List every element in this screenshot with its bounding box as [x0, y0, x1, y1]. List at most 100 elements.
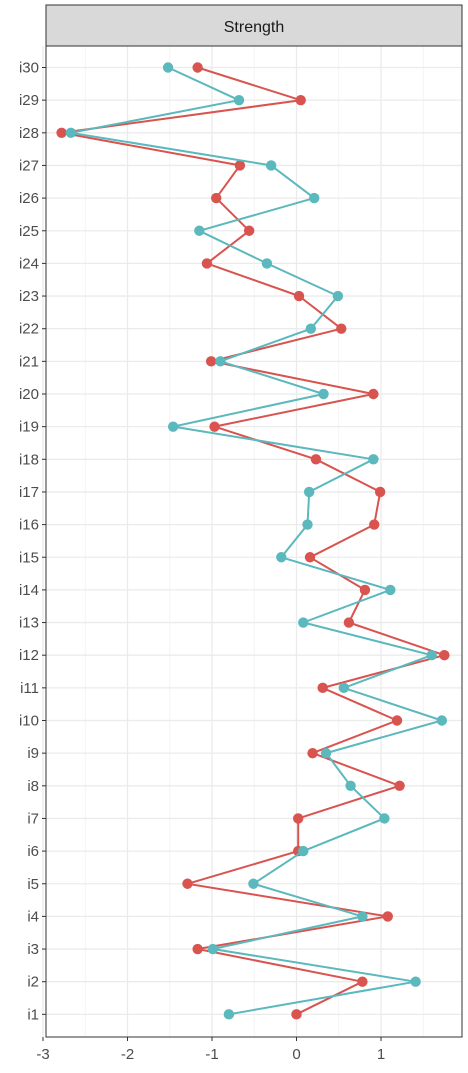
y-tick-label: i4	[27, 908, 39, 925]
data-point	[426, 650, 437, 661]
data-point	[317, 682, 328, 694]
data-point	[234, 160, 246, 171]
data-point	[192, 62, 203, 73]
data-point	[338, 682, 350, 694]
data-point	[345, 780, 356, 791]
data-point	[357, 976, 368, 987]
y-tick-label: i20	[19, 386, 39, 403]
data-point	[394, 780, 405, 791]
data-point	[305, 323, 317, 334]
data-point	[291, 1009, 302, 1020]
data-point	[207, 943, 219, 955]
data-point	[343, 617, 355, 628]
x-tick-label: 1	[377, 1046, 385, 1063]
data-point	[209, 421, 220, 432]
series-1	[56, 62, 450, 1020]
data-point	[391, 715, 403, 726]
gridlines	[42, 46, 462, 1037]
data-point	[303, 486, 315, 498]
y-tick-label: i1	[27, 1006, 39, 1023]
data-point	[243, 225, 255, 236]
series-2	[65, 62, 448, 1020]
y-tick-label: i22	[19, 321, 39, 338]
facet-strip: Strength	[45, 4, 463, 47]
data-point	[162, 62, 174, 73]
y-tick-label: i7	[27, 810, 39, 827]
facet-strip-label: Strength	[224, 19, 284, 36]
data-point	[295, 94, 306, 106]
data-point	[248, 878, 259, 889]
data-point	[192, 943, 203, 955]
data-point	[265, 160, 277, 171]
data-point	[56, 127, 67, 138]
data-point	[304, 552, 316, 563]
data-point	[293, 290, 305, 302]
y-tick-label: i5	[27, 876, 39, 893]
y-tick-label: i30	[19, 60, 39, 77]
data-point	[223, 1009, 235, 1020]
y-tick-label: i29	[19, 92, 39, 109]
y-tick-label: i26	[19, 190, 39, 207]
y-tick-label: i6	[27, 843, 39, 860]
x-tick-label: -1	[205, 1046, 218, 1063]
y-tick-label: i8	[27, 778, 39, 795]
y-tick-label: i14	[19, 582, 39, 599]
data-point	[357, 911, 368, 922]
y-tick-label: i23	[19, 288, 39, 305]
x-tick-label: -3	[36, 1046, 49, 1063]
data-point	[292, 813, 304, 824]
data-point	[439, 650, 450, 661]
data-point	[369, 519, 380, 530]
y-tick-label: i11	[20, 680, 39, 697]
data-point	[205, 356, 217, 367]
data-point	[382, 911, 393, 922]
axes: i1 i2 i3 i4 i5 i6 i7 i8 i9 i10 i11 i12 i13 i14 i15 i16 i…	[19, 45, 463, 1063]
data-point	[211, 192, 222, 204]
y-tick-label: i28	[19, 125, 39, 142]
data-point	[336, 323, 347, 334]
data-point	[359, 584, 371, 596]
y-tick-label: i19	[19, 419, 39, 436]
data-point	[332, 290, 344, 302]
data-point	[368, 454, 379, 465]
y-tick-label: i12	[19, 647, 39, 664]
y-tick-label: i9	[27, 745, 39, 762]
data-point	[298, 617, 309, 628]
y-tick-label: i24	[19, 255, 39, 272]
data-point	[368, 388, 379, 400]
data-point	[385, 584, 396, 596]
data-point	[65, 127, 77, 138]
y-tick-label: i13	[19, 615, 39, 632]
y-tick-label: i21	[19, 353, 39, 370]
data-point	[276, 552, 287, 563]
y-tick-label: i16	[19, 517, 39, 534]
series-line	[60, 66, 446, 1016]
y-tick-label: i2	[27, 974, 39, 991]
data-point	[215, 356, 226, 367]
data-point	[307, 747, 318, 759]
data-point	[233, 94, 245, 106]
y-tick-label: i17	[19, 484, 39, 501]
data-point	[261, 258, 273, 269]
y-tick-label: i3	[27, 941, 39, 958]
series-line	[69, 66, 443, 1016]
y-tick-label: i15	[19, 549, 39, 566]
y-tick-label: i27	[19, 157, 39, 174]
data-point	[302, 519, 313, 530]
data-point	[320, 747, 332, 759]
y-tick-label: i25	[19, 223, 39, 240]
y-tick-label: i18	[19, 451, 39, 468]
x-tick-label: -2	[121, 1046, 134, 1063]
x-tick-label: 0	[292, 1046, 300, 1063]
panel-border	[45, 45, 463, 1038]
data-point	[374, 486, 386, 498]
data-point	[167, 421, 179, 432]
data-point	[310, 454, 322, 465]
data-point	[379, 813, 390, 824]
data-point	[309, 192, 320, 204]
data-point	[436, 715, 448, 726]
data-point	[201, 258, 213, 269]
data-point	[410, 976, 421, 987]
data-point	[182, 878, 193, 889]
data-point	[318, 388, 329, 400]
